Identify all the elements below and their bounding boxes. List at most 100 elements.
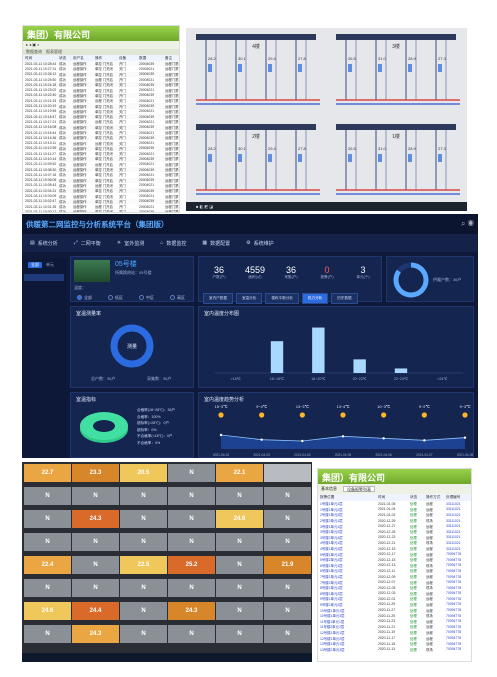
table-row[interactable]: 9号楼2单元2层 2020-11-29 处理 远程 70094778 [318, 602, 471, 608]
alarm-location-link[interactable]: 10号楼1单元3层 [320, 614, 345, 619]
table-row[interactable]: 2021-03-11 10:13:11 成功 远程操作 远程 门关闭 关门 2000402… [23, 140, 179, 146]
table-cell[interactable]: 70094778 [446, 591, 462, 596]
table-row[interactable]: 11号楼1单元1层 2020-11-23 处理 远程 70094778 [318, 618, 471, 624]
alarm-location-link[interactable]: 10号楼1单元1层 [320, 608, 345, 613]
alarm-location-link[interactable]: 7号楼1单元1层 [320, 575, 343, 580]
table-row[interactable]: 2021-03-11 10:26:12 成功 远程操作 单控 门开启 开门 2000403… [23, 71, 179, 77]
table-row[interactable]: 1号楼1单元1层 2021-01-05 处理 远程 33111021 [318, 501, 471, 507]
table-row[interactable]: 7号楼2单元3层 2020-12-07 处理 远程 70094778 [318, 579, 471, 585]
table-row[interactable]: 2021-03-11 10:14:36 成功 远程操作 单控 门开启 开门 2000403… [23, 135, 179, 141]
table-row[interactable]: 5号楼2单元2层 2020-12-15 处理 远程 70094778 [318, 557, 471, 563]
nav-balance[interactable]: ⤢ 二网平衡 [73, 240, 101, 247]
alarm-location-link[interactable]: 1号楼1单元1层 [320, 502, 343, 507]
table-cell[interactable]: 33111021 [446, 507, 461, 512]
table-cell[interactable]: 70094778 [446, 552, 462, 557]
table-cell[interactable]: 70094778 [446, 585, 462, 590]
view-button[interactable]: 室内户数据 [203, 293, 233, 304]
table-row[interactable]: 2021-03-11 10:04:21 成功 远程操作 单控 门开启 开门 2000403… [23, 188, 179, 194]
table-cell[interactable]: 33111021 [446, 518, 461, 523]
alarm-location-link[interactable]: 13号楼1单元1层 [320, 642, 345, 647]
radio-high[interactable]: 高区 [170, 295, 185, 301]
table-row[interactable]: 8号楼1单元2层 2020-12-03 处理 远程 70094778 [318, 591, 471, 597]
table-row[interactable]: 3号楼2单元4层 2020-12-23 处理 远程 33111021 [318, 535, 471, 541]
alarm-location-link[interactable]: 5号楼2单元2层 [320, 558, 343, 563]
nav-outdoor[interactable]: ☀ 室外监测 [116, 240, 145, 247]
table-row[interactable]: 2021-03-11 10:19:55 成功 远程操作 单控 门关闭 关门 2000402… [23, 109, 179, 114]
table-cell[interactable]: 70094778 [446, 596, 462, 601]
table-cell[interactable]: 33111021 [446, 501, 461, 506]
table-cell[interactable]: 70094778 [446, 574, 462, 579]
table-row[interactable]: 10号楼1单元1层 2020-11-27 处理 远程 70094778 [318, 607, 471, 613]
alarm-location-link[interactable]: 5号楼1单元1层 [320, 552, 343, 557]
table-row[interactable]: 6号楼1单元2层 2020-12-11 处理 远程 70094778 [318, 568, 471, 574]
tab-basic-info[interactable]: 基本信息 [321, 486, 337, 491]
radio-low[interactable]: 低区 [108, 295, 123, 301]
table-cell[interactable]: 70094778 [446, 580, 462, 585]
alarm-location-link[interactable]: 12号楼1单元1层 [320, 630, 345, 635]
alarm-location-link[interactable]: 9号楼1单元1层 [320, 597, 343, 602]
side-tab-unit[interactable]: 单元 [46, 262, 54, 267]
user-icon[interactable]: ◉ [467, 219, 474, 228]
table-row[interactable]: 9号楼1单元1层 2020-12-01 处理 远程 70094778 [318, 596, 471, 602]
table-cell[interactable]: 70094778 [446, 641, 462, 646]
table-row[interactable]: 2021-03-11 10:17:21 成功 远程操作 远程 门开启 开门 2000402… [23, 119, 179, 125]
alarm-location-link[interactable]: 9号楼2单元2层 [320, 602, 343, 607]
table-row[interactable]: 2021-03-11 10:15:44 成功 远程操作 单控 门开启 开门 2000402… [23, 130, 179, 136]
table-row[interactable]: 4号楼1单元1层 2020-12-21 处理 现场 33111021 [318, 540, 471, 546]
table-row[interactable]: 12号楼1单元1层 2020-11-19 处理 远程 70094778 [318, 630, 471, 636]
radio-mid[interactable]: 中区 [139, 295, 154, 301]
alarm-location-link[interactable]: 3号楼1单元1层 [320, 524, 343, 529]
alarm-location-link[interactable]: 6号楼1单元1层 [320, 563, 343, 568]
alarm-location-link[interactable]: 3号楼1单元2层 [320, 530, 343, 535]
table-row[interactable]: 3号楼1单元2层 2020-12-25 处理 远程 33111021 [318, 529, 471, 535]
table-row[interactable]: 2021-03-11 10:18:47 成功 远程操作 单控 门开启 开门 2000403… [23, 113, 179, 120]
alarm-location-link[interactable]: 8号楼1单元2层 [320, 591, 343, 596]
table-row[interactable]: 2021-03-11 10:24:18 成功 远程操作 单控 门关闭 关门 2000403… [23, 82, 179, 88]
table-row[interactable]: 2021-03-11 10:28:44 成功 远程操作 单控 门开启 开门 2000403… [23, 61, 179, 67]
table-cell[interactable]: 70094778 [446, 608, 462, 613]
table-row[interactable]: 2021-03-11 10:12:59 成功 远程操作 单控 门开启 开门 2000403… [23, 145, 179, 152]
table-cell[interactable]: 70094778 [446, 636, 462, 641]
table-row[interactable]: 12号楼1单元2层 2020-11-17 处理 远程 70094778 [318, 635, 471, 641]
alarm-location-link[interactable]: 7号楼2单元3层 [320, 580, 343, 585]
table-row[interactable]: 3号楼1单元1层 2020-12-27 处理 远程 33111021 [318, 523, 471, 529]
sidebar-selected-item[interactable] [24, 274, 64, 281]
table-row[interactable]: 2021-03-11 10:03:09 成功 远程操作 单控 门关闭 关门 2000402… [23, 193, 179, 199]
nav-monitor[interactable]: ⌂ 数据监控 [160, 240, 187, 247]
tab-report[interactable]: 报表管理 [46, 49, 62, 54]
table-row[interactable]: 2021-03-11 10:02:47 成功 远程操作 单控 门开启 开门 2000403… [23, 198, 179, 205]
alarm-location-link[interactable]: 12号楼1单元2层 [320, 636, 345, 641]
table-row[interactable]: 2021-03-11 10:06:05 成功 远程操作 单控 门开启 开门 2000403… [23, 177, 179, 183]
table-cell[interactable]: 70094778 [446, 619, 462, 624]
table-row[interactable]: 4号楼1单元3层 2020-12-19 处理 远程 33111021 [318, 546, 471, 552]
view-button[interactable]: 楼栋平衡分析 [265, 293, 299, 304]
alarm-location-link[interactable]: 11号楼1单元1层 [320, 619, 345, 624]
table-row[interactable]: 2021-03-11 10:25:50 成功 远程操作 远程 门开启 开门 2000402… [23, 77, 179, 83]
table-cell[interactable]: 33111021 [446, 535, 461, 540]
side-tab-all[interactable]: 全部 [28, 262, 42, 268]
table-cell[interactable]: 33111021 [446, 529, 461, 534]
table-row[interactable]: 5号楼1单元1层 2020-12-17 处理 远程 70094778 [318, 551, 471, 557]
table-cell[interactable]: 33111021 [446, 524, 461, 529]
alarm-location-link[interactable]: 6号楼1单元2层 [320, 569, 343, 574]
radio-all[interactable]: 全部 [77, 295, 92, 301]
nav-config[interactable]: ▦ 数据配置 [202, 240, 231, 247]
table-row[interactable]: 2021-03-11 10:20:19 成功 远程操作 单控 门开启 开门 2000403… [23, 103, 179, 109]
table-cell[interactable]: 70094778 [446, 647, 462, 652]
nav-maintain[interactable]: ⚙ 系统维护 [246, 240, 274, 247]
alarm-location-link[interactable]: 2号楼1单元3层 [320, 513, 343, 518]
table-row[interactable]: 2021-03-11 10:23:02 成功 远程操作 单控 门开启 开门 2000402… [23, 87, 179, 93]
table-row[interactable]: 6号楼1单元1层 2020-12-13 处理 现场 70094778 [318, 563, 471, 569]
alarm-location-link[interactable]: 1号楼1单元2层 [320, 507, 343, 512]
table-cell[interactable]: 70094778 [446, 624, 462, 629]
table-row[interactable]: 1号楼1单元2层 2021-01-04 处理 远程 33111021 [318, 507, 471, 513]
table-cell[interactable]: 70094778 [446, 563, 462, 568]
search-icon[interactable]: ⌕ [460, 219, 466, 228]
view-button[interactable]: 室温分析 [235, 293, 263, 304]
table-row[interactable]: 2021-03-11 10:11:27 成功 远程操作 单控 门关闭 关门 2000402… [23, 151, 179, 157]
nav-system-analysis[interactable]: ▤ 系统分析 [30, 240, 58, 247]
table-row[interactable]: 2021-03-11 10:16:08 成功 远程操作 单控 门关闭 关门 2000403… [23, 124, 179, 130]
table-row[interactable]: 13号楼1单元1层 2020-11-15 处理 远程 70094778 [318, 641, 471, 647]
table-cell[interactable]: 33111021 [446, 546, 461, 551]
table-row[interactable]: 2号楼2单元1层 2020-12-29 处理 现场 33111021 [318, 518, 471, 524]
